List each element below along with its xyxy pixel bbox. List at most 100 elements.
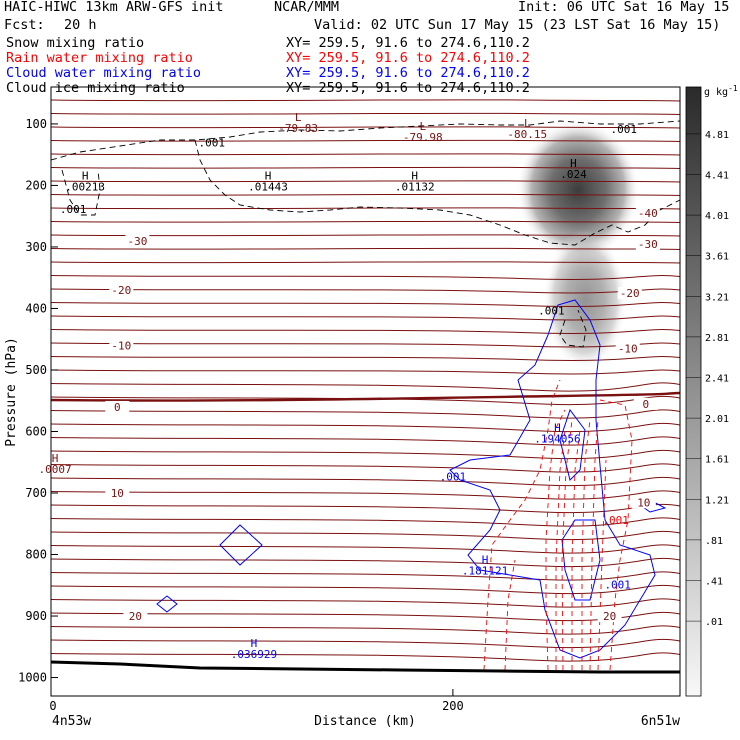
isotherm-line [51, 275, 680, 280]
temperature-label: 10 [111, 487, 124, 500]
extremum-marker: H [554, 421, 561, 434]
legend-rain-xy: XY= 259.5, 91.6 to 274.6,110.2 [286, 50, 530, 66]
isotherm-line [51, 247, 680, 250]
isotherm-line [51, 584, 680, 595]
colorbar-label: 3.21 [705, 292, 729, 303]
cloud-water-contour-5 [559, 408, 586, 481]
y-tick-label: 500 [25, 363, 47, 377]
x-axis-label: Distance (km) [314, 714, 416, 729]
cloud-ice-contours [51, 120, 680, 348]
extremum-marker: H [411, 169, 418, 182]
isotherm-line [51, 180, 680, 183]
temperature-label: -30 [127, 235, 147, 248]
extremum-value: .036929 [231, 648, 277, 661]
isotherm-line [51, 530, 680, 541]
extremum-value: .00213 [65, 180, 105, 193]
legend-cloud-ice: Cloud ice mixing ratio [6, 80, 185, 96]
contour-label: .001 [602, 514, 629, 527]
cloud-ice-contour-left [61, 169, 101, 216]
rain-contour-4 [555, 429, 566, 670]
contour-label: .001 [60, 203, 87, 216]
isotherm-line [51, 153, 680, 156]
temperature-label: -20 [620, 287, 640, 300]
temperature-label: 0 [114, 401, 121, 414]
extremum-value: .024 [560, 168, 587, 181]
temp-label-bg [635, 237, 660, 250]
snow-shading-core [516, 120, 640, 260]
isotherm-line [51, 409, 680, 419]
colorbar-label: .41 [705, 577, 723, 588]
x-axis: 0 200 [49, 689, 464, 713]
legend-snow-xy: XY= 259.5, 91.6 to 274.6,110.2 [286, 35, 530, 51]
temp-label-bg [615, 342, 640, 355]
extremum-value: -80.15 [507, 128, 547, 141]
isotherm-line [51, 261, 680, 264]
terrain-line [51, 660, 680, 674]
isotherm-line [51, 382, 680, 392]
isotherm-line [51, 611, 680, 622]
y-axis-label: Pressure (hPa) [4, 337, 19, 447]
isotherm-line [51, 557, 680, 568]
y-tick-label: 400 [25, 301, 47, 315]
isotherm-line [51, 544, 680, 554]
y-axis: 100 200 300 400 500 600 700 800 900 1000 [18, 117, 58, 685]
y-tick-label: 100 [25, 117, 47, 131]
rain-contour-9 [597, 459, 607, 671]
cloud-ice-contour-lobe [559, 309, 587, 348]
temp-label-bg [109, 339, 134, 352]
colorbar-label: 2.41 [705, 374, 729, 385]
legend-snow: Snow mixing ratio [6, 35, 145, 51]
temp-label-bg [105, 400, 130, 413]
colorbar-label: 4.01 [705, 211, 729, 222]
extremum-marker: H [265, 169, 272, 182]
temperature-label: -10 [111, 339, 131, 352]
extremum-marker: H [52, 452, 59, 465]
isotherm-line [51, 598, 680, 608]
y-tick-label: 200 [25, 178, 47, 192]
org-label: NCAR/MMM [274, 0, 340, 15]
temperature-label: -40 [638, 207, 658, 220]
init-time: Init: 06 UTC Sat 16 May 15 [518, 0, 730, 15]
isotherm-line [51, 571, 680, 581]
valid-time: Valid: 02 UTC Sun 17 May 15 (23 LST Sat … [314, 17, 721, 33]
isotherm-line [51, 625, 680, 635]
isotherm-line [51, 490, 680, 500]
fcst-value: 20 h [64, 17, 97, 33]
contour-label: .001 [610, 123, 637, 136]
extremum-marker: L [295, 111, 302, 124]
colorbar-label: 4.41 [705, 171, 729, 182]
temp-label-bg [617, 287, 642, 300]
isotherm-line [51, 193, 680, 196]
isotherm-line [51, 463, 680, 473]
y-tick-label: 900 [25, 609, 47, 623]
isotherm-line [51, 517, 680, 527]
colorbar-label: 2.01 [705, 414, 729, 425]
isotherm-line [51, 126, 680, 129]
rain-contour-3 [545, 409, 566, 671]
legend-rain: Rain water mixing ratio [6, 50, 193, 66]
extremum-marker: L [524, 117, 531, 130]
colorbar-label: 1.21 [705, 495, 729, 506]
x-tick-label: 200 [442, 699, 464, 713]
rain-contour-10 [599, 399, 633, 671]
legend-cloud-water-xy: XY= 259.5, 91.6 to 274.6,110.2 [286, 65, 530, 81]
x-right-location: 6n51w [641, 714, 680, 729]
temp-label-bg [109, 284, 134, 297]
extremum-marker: H [251, 637, 258, 650]
isotherm-line [51, 369, 680, 375]
extremum-value: .0007 [38, 463, 71, 476]
extremum-value: -79.83 [278, 122, 318, 135]
isotherm-line [51, 422, 680, 433]
colorbar-labels: 4.81 4.41 4.01 3.61 3.21 2.81 2.41 2.01 1.61 1.21… [686, 130, 729, 628]
y-tick-label: 600 [25, 424, 47, 438]
extremum-value: .01132 [395, 180, 435, 193]
plot-frame [50, 86, 681, 697]
extremum-marker: H [82, 169, 89, 182]
extremum-marker: H [482, 554, 489, 567]
colorbar-label: 3.61 [705, 252, 729, 263]
cloud-water-contour-2 [156, 595, 178, 613]
contour-label: .001 [199, 137, 226, 150]
extremum-value: -79.98 [403, 131, 443, 144]
isotherm-line [51, 315, 680, 321]
